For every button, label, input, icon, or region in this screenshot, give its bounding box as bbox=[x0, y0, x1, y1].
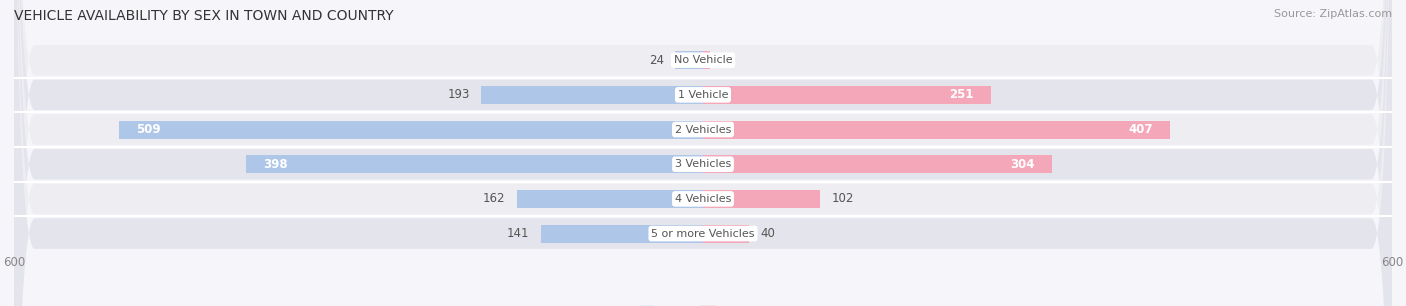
Text: 141: 141 bbox=[508, 227, 530, 240]
Bar bbox=[118, 121, 703, 139]
FancyBboxPatch shape bbox=[14, 0, 1392, 306]
Bar bbox=[703, 190, 820, 208]
Bar bbox=[703, 51, 710, 69]
Text: VEHICLE AVAILABILITY BY SEX IN TOWN AND COUNTRY: VEHICLE AVAILABILITY BY SEX IN TOWN AND … bbox=[14, 9, 394, 23]
Bar bbox=[246, 155, 703, 173]
Bar bbox=[517, 190, 703, 208]
Text: 6: 6 bbox=[721, 54, 728, 67]
FancyBboxPatch shape bbox=[14, 0, 1392, 306]
Text: 509: 509 bbox=[136, 123, 160, 136]
Bar bbox=[703, 86, 991, 104]
FancyBboxPatch shape bbox=[14, 0, 1392, 306]
Text: 3 Vehicles: 3 Vehicles bbox=[675, 159, 731, 169]
Text: 251: 251 bbox=[949, 88, 974, 101]
Text: Source: ZipAtlas.com: Source: ZipAtlas.com bbox=[1274, 9, 1392, 19]
Text: 304: 304 bbox=[1011, 158, 1035, 171]
Text: 40: 40 bbox=[761, 227, 775, 240]
Legend: Male, Female: Male, Female bbox=[634, 301, 772, 306]
FancyBboxPatch shape bbox=[14, 0, 1392, 306]
Text: 5 or more Vehicles: 5 or more Vehicles bbox=[651, 229, 755, 239]
Bar bbox=[703, 121, 1170, 139]
Text: 2 Vehicles: 2 Vehicles bbox=[675, 125, 731, 135]
Text: No Vehicle: No Vehicle bbox=[673, 55, 733, 65]
Bar bbox=[481, 86, 703, 104]
Text: 102: 102 bbox=[831, 192, 853, 205]
Bar bbox=[541, 225, 703, 243]
Bar bbox=[675, 51, 703, 69]
FancyBboxPatch shape bbox=[14, 0, 1392, 306]
Bar bbox=[703, 225, 749, 243]
Text: 24: 24 bbox=[650, 54, 664, 67]
Text: 162: 162 bbox=[484, 192, 506, 205]
Text: 398: 398 bbox=[263, 158, 288, 171]
Text: 193: 193 bbox=[447, 88, 470, 101]
Text: 4 Vehicles: 4 Vehicles bbox=[675, 194, 731, 204]
Bar bbox=[703, 155, 1052, 173]
FancyBboxPatch shape bbox=[14, 0, 1392, 306]
Text: 407: 407 bbox=[1129, 123, 1153, 136]
Text: 1 Vehicle: 1 Vehicle bbox=[678, 90, 728, 100]
